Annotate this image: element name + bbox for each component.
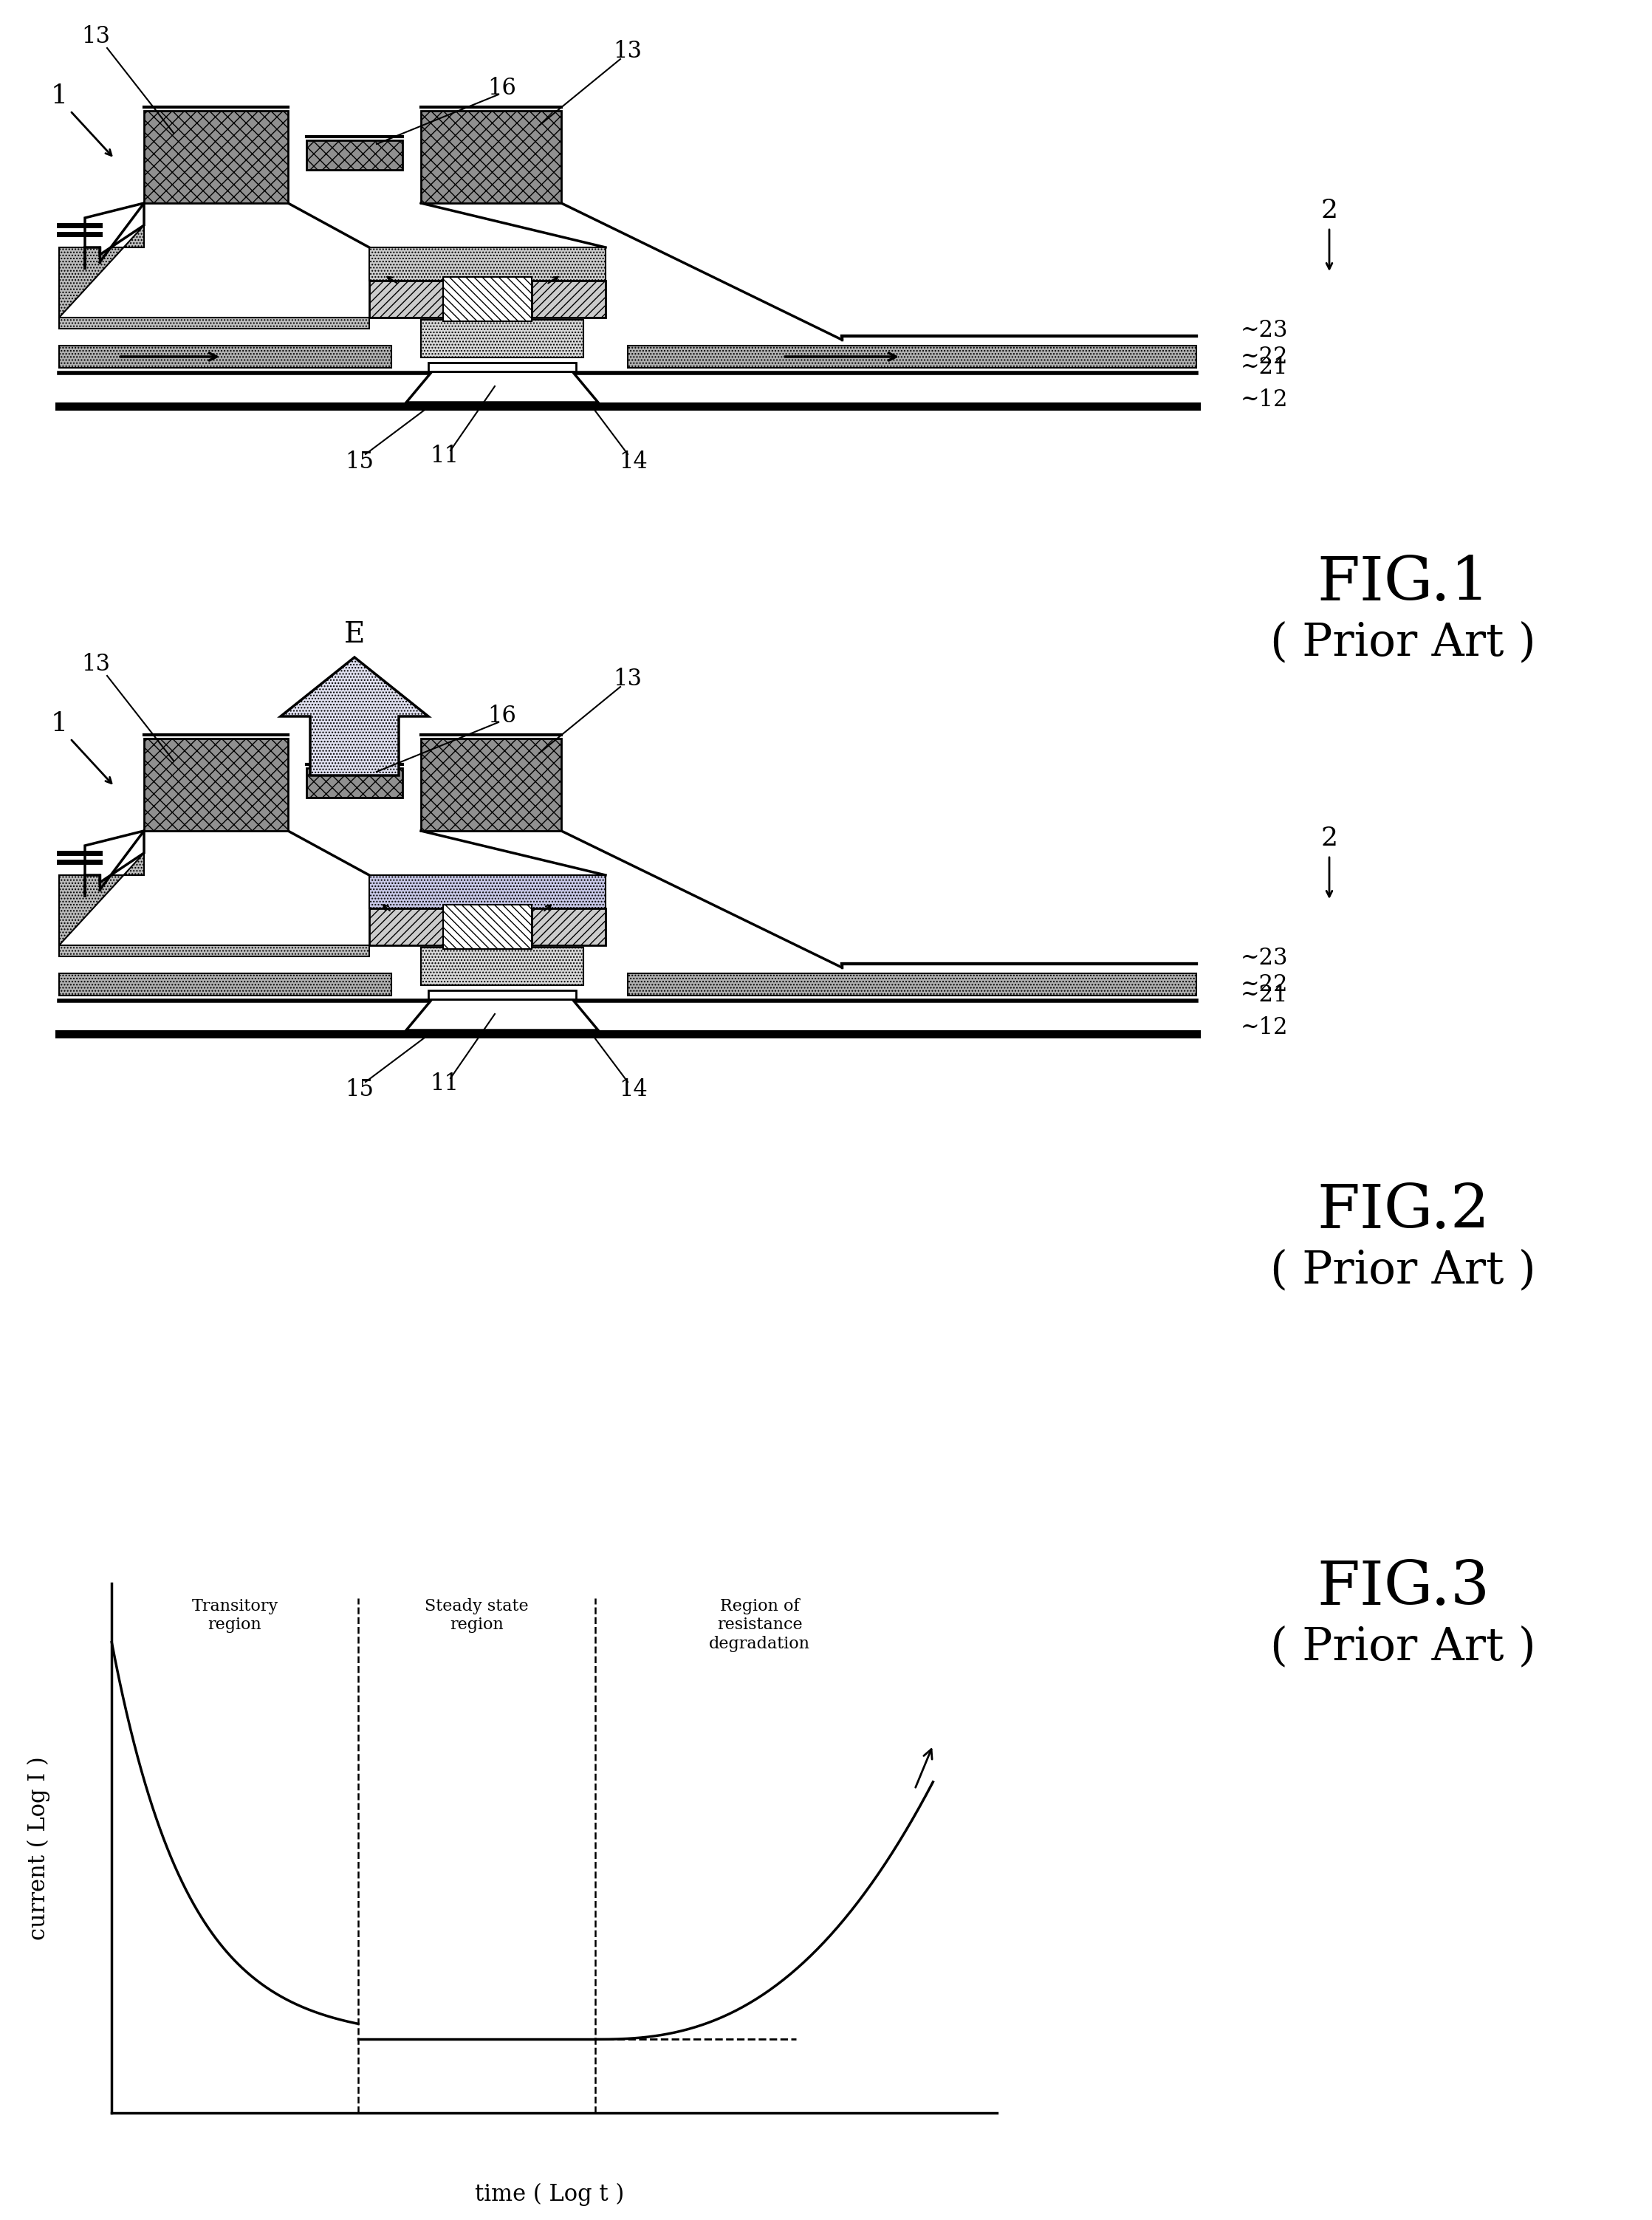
Text: ~12: ~12	[1241, 388, 1289, 411]
Text: 1: 1	[51, 710, 68, 737]
Polygon shape	[281, 657, 428, 775]
Text: ( Prior Art ): ( Prior Art )	[1270, 1625, 1536, 1669]
Text: current ( Log I ): current ( Log I )	[26, 1756, 50, 1940]
Text: ~12: ~12	[1241, 1017, 1289, 1039]
Text: Region of
resistance
degradation: Region of resistance degradation	[709, 1598, 809, 1652]
Polygon shape	[428, 990, 577, 999]
Polygon shape	[370, 875, 606, 908]
Polygon shape	[532, 280, 606, 317]
Text: 16: 16	[487, 706, 517, 728]
Polygon shape	[421, 111, 562, 202]
Text: FIG.3: FIG.3	[1317, 1558, 1490, 1618]
Polygon shape	[421, 739, 562, 830]
Text: 11: 11	[430, 444, 459, 468]
Polygon shape	[307, 140, 403, 171]
Polygon shape	[628, 346, 1196, 369]
Text: ~23: ~23	[1241, 946, 1289, 970]
Text: 2: 2	[1322, 826, 1338, 850]
Text: ~21: ~21	[1241, 355, 1289, 377]
Text: 13: 13	[81, 653, 111, 677]
Text: ( Prior Art ): ( Prior Art )	[1270, 1248, 1536, 1292]
Text: 14: 14	[620, 1079, 648, 1101]
Text: FIG.1: FIG.1	[1317, 555, 1490, 613]
Text: Transitory
region: Transitory region	[192, 1598, 278, 1634]
Polygon shape	[59, 346, 392, 369]
Polygon shape	[406, 999, 598, 1030]
Text: FIG.2: FIG.2	[1317, 1181, 1490, 1241]
Text: E: E	[344, 622, 365, 648]
Text: ~22: ~22	[1241, 346, 1289, 369]
Text: ~21: ~21	[1241, 983, 1289, 1006]
Polygon shape	[443, 906, 532, 948]
Text: 15: 15	[345, 1079, 373, 1101]
Text: 13: 13	[613, 40, 643, 62]
Polygon shape	[59, 852, 144, 946]
Polygon shape	[59, 972, 392, 995]
Text: 15: 15	[345, 451, 373, 473]
Polygon shape	[144, 739, 287, 830]
Polygon shape	[532, 908, 606, 946]
Polygon shape	[428, 362, 577, 371]
Polygon shape	[144, 111, 287, 202]
Text: Steady state
region: Steady state region	[425, 1598, 529, 1634]
Polygon shape	[370, 246, 606, 280]
Polygon shape	[59, 317, 370, 329]
Polygon shape	[59, 946, 370, 957]
Text: 14: 14	[620, 451, 648, 473]
Polygon shape	[421, 948, 583, 986]
Text: 2: 2	[1322, 198, 1338, 222]
Text: ~22: ~22	[1241, 972, 1289, 997]
Polygon shape	[370, 280, 443, 317]
Text: 1: 1	[51, 84, 68, 109]
Polygon shape	[443, 278, 532, 322]
Polygon shape	[628, 972, 1196, 995]
Polygon shape	[84, 830, 144, 897]
Text: 13: 13	[613, 668, 643, 690]
Polygon shape	[307, 768, 403, 797]
Text: 11: 11	[430, 1072, 459, 1097]
Text: 16: 16	[487, 78, 517, 100]
Polygon shape	[59, 224, 144, 317]
Text: time ( Log t ): time ( Log t )	[476, 2182, 624, 2207]
Polygon shape	[406, 371, 598, 402]
Text: ( Prior Art ): ( Prior Art )	[1270, 619, 1536, 664]
Polygon shape	[370, 908, 443, 946]
Polygon shape	[421, 320, 583, 357]
Text: ~23: ~23	[1241, 320, 1289, 342]
Polygon shape	[84, 202, 144, 269]
Text: 13: 13	[81, 24, 111, 49]
